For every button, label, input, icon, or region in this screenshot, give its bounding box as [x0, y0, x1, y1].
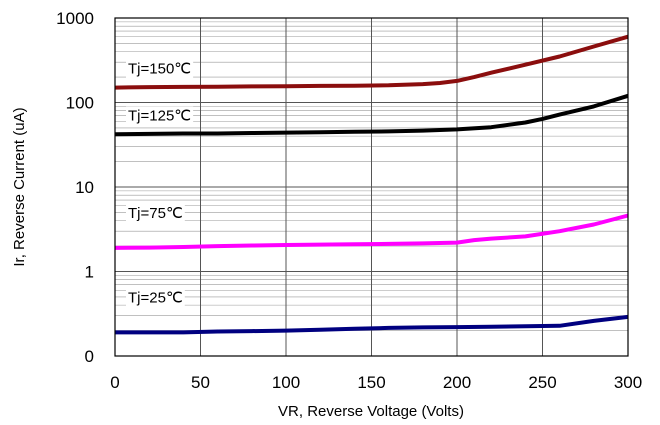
- series-line: [114, 213, 629, 250]
- series-label-background: [126, 59, 194, 79]
- y-tick-label: 1: [85, 263, 94, 282]
- y-tick-label: 0: [85, 347, 94, 366]
- series-lines: [114, 34, 629, 335]
- x-tick-label: 100: [272, 373, 300, 392]
- series-line: [114, 93, 629, 137]
- x-tick-label: 150: [357, 373, 385, 392]
- y-tick-label: 1000: [56, 9, 94, 28]
- y-tick-label: 10: [75, 178, 94, 197]
- plot-border: [114, 17, 629, 357]
- series-label: Tj=75℃: [128, 205, 183, 222]
- x-tick-label: 0: [110, 373, 119, 392]
- x-tick-label: 300: [614, 373, 642, 392]
- y-tick-labels: 0 1 10 100 1000: [56, 9, 94, 366]
- y-tick-label: 100: [66, 94, 94, 113]
- x-axis-title: VR, Reverse Voltage (Volts): [278, 403, 464, 420]
- x-tick-labels: 0 50 100 150 200 250 300: [110, 373, 642, 392]
- x-tick-label: 250: [528, 373, 556, 392]
- series-label-background: [126, 106, 194, 126]
- series-label-background: [126, 203, 185, 223]
- series-label: Tj=25℃: [128, 289, 183, 306]
- series-line: [115, 314, 629, 335]
- x-tick-label: 50: [191, 373, 210, 392]
- series-label: Tj=150℃: [128, 61, 191, 78]
- series-labels: Tj=150℃ Tj=125℃ Tj=75℃ Tj=25℃: [126, 59, 194, 308]
- series-label-background: [126, 288, 185, 308]
- series-line: [114, 34, 629, 90]
- x-tick-label: 200: [443, 373, 471, 392]
- series-label: Tj=125℃: [128, 107, 191, 124]
- y-axis-title: Ir, Reverse Current (uA): [11, 107, 28, 266]
